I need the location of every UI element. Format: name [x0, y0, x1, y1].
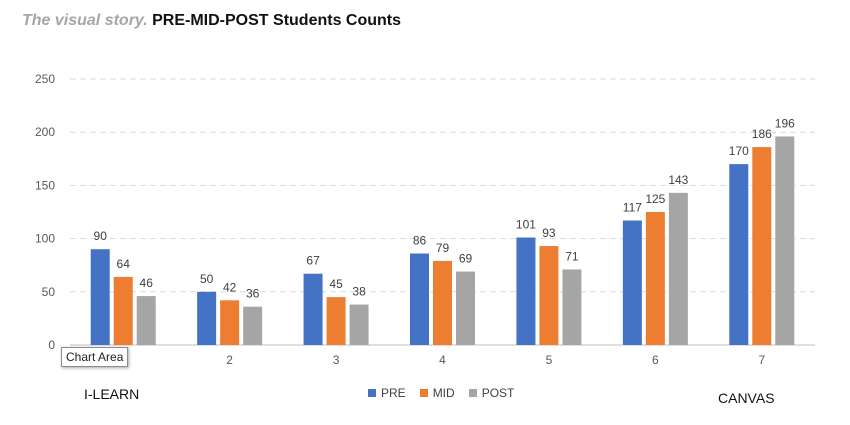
- x-tick-label: 7: [758, 353, 765, 367]
- legend-swatch: [368, 389, 376, 397]
- bar-mid[interactable]: [220, 300, 240, 345]
- chart-legend[interactable]: PRE MID POST: [368, 386, 514, 400]
- bar-post[interactable]: [775, 136, 795, 345]
- x-tick-label: 4: [439, 353, 446, 367]
- data-label: 170: [729, 144, 749, 158]
- bar-post[interactable]: [562, 269, 582, 345]
- data-label: 101: [516, 218, 536, 232]
- bar-pre[interactable]: [729, 164, 749, 345]
- bar-mid[interactable]: [433, 260, 452, 345]
- data-label: 50: [200, 272, 214, 286]
- i-learn-label: I-LEARN: [84, 386, 140, 402]
- data-label: 36: [246, 287, 260, 301]
- data-label: 79: [436, 241, 450, 255]
- bar-pre[interactable]: [410, 253, 429, 345]
- y-tick-label: 0: [48, 338, 55, 352]
- data-label: 45: [329, 277, 343, 291]
- data-label: 42: [223, 280, 237, 294]
- data-label: 86: [413, 233, 427, 247]
- chart-title-row: The visual story. PRE-MID-POST Students …: [22, 12, 401, 30]
- canvas-label: CANVAS: [718, 390, 775, 406]
- bar-pre[interactable]: [197, 291, 217, 345]
- data-label: 90: [94, 229, 108, 243]
- legend-item-pre[interactable]: PRE: [368, 386, 406, 400]
- x-tick-label: 5: [546, 353, 553, 367]
- data-label: 93: [542, 226, 556, 240]
- data-label: 196: [775, 116, 795, 130]
- x-tick-label: 6: [652, 353, 659, 367]
- legend-item-mid[interactable]: MID: [419, 386, 455, 400]
- y-tick-label: 250: [35, 72, 55, 86]
- data-label: 64: [117, 257, 131, 271]
- bar-post[interactable]: [136, 296, 156, 345]
- legend-label: PRE: [381, 386, 406, 400]
- data-label: 117: [623, 201, 642, 215]
- bar-mid[interactable]: [752, 147, 772, 345]
- legend-label: MID: [432, 386, 455, 400]
- data-label: 143: [668, 173, 688, 187]
- data-label: 46: [140, 276, 154, 290]
- data-label: 125: [645, 192, 665, 206]
- bar-pre[interactable]: [90, 249, 110, 345]
- y-tick-label: 150: [35, 178, 55, 192]
- bar-post[interactable]: [349, 304, 369, 345]
- bar-mid[interactable]: [326, 297, 346, 345]
- bar-post[interactable]: [456, 271, 475, 345]
- bar-mid[interactable]: [645, 212, 665, 345]
- chart-area-tooltip: Chart Area: [61, 347, 129, 367]
- data-label: 67: [306, 254, 320, 268]
- legend-swatch: [468, 389, 477, 397]
- legend-item-post[interactable]: POST: [468, 386, 515, 400]
- data-label: 186: [752, 127, 772, 141]
- title-prefix: The visual story.: [22, 12, 148, 29]
- data-label: 69: [459, 252, 473, 266]
- data-label: 38: [352, 285, 366, 299]
- data-label: 71: [565, 249, 579, 263]
- x-tick-label: 3: [333, 353, 340, 367]
- bar-pre[interactable]: [622, 220, 642, 345]
- bar-pre[interactable]: [303, 273, 323, 345]
- bar-mid[interactable]: [539, 246, 559, 345]
- y-tick-label: 50: [42, 285, 56, 299]
- y-tick-label: 200: [35, 125, 55, 139]
- bar-mid[interactable]: [113, 276, 133, 345]
- legend-label: POST: [481, 386, 515, 400]
- chart-title: PRE-MID-POST Students Counts: [152, 12, 402, 29]
- y-tick-label: 100: [35, 232, 55, 246]
- legend-swatch: [419, 389, 428, 397]
- bar-pre[interactable]: [516, 237, 536, 345]
- x-tick-label: 2: [226, 353, 233, 367]
- bar-post[interactable]: [243, 306, 263, 345]
- bar-post[interactable]: [668, 192, 688, 345]
